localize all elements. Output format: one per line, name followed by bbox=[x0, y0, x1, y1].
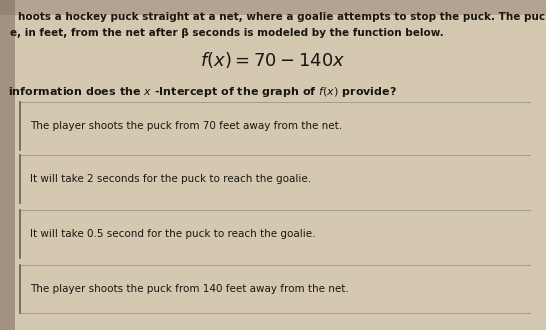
Text: The player shoots the puck from 140 feet away from the net.: The player shoots the puck from 140 feet… bbox=[30, 284, 349, 294]
FancyBboxPatch shape bbox=[0, 0, 15, 330]
Text: $f(x) = 70 - 140x$: $f(x) = 70 - 140x$ bbox=[200, 50, 346, 70]
Text: The player shoots the puck from 70 feet away from the net.: The player shoots the puck from 70 feet … bbox=[30, 121, 342, 131]
Text: hoots a hockey puck straight at a net, where a goalie attempts to stop the puck.: hoots a hockey puck straight at a net, w… bbox=[18, 12, 546, 22]
FancyBboxPatch shape bbox=[0, 0, 546, 15]
Text: information does the $\mathit{x}$ -Intercept of the graph of $f(x)$ provide?: information does the $\mathit{x}$ -Inter… bbox=[8, 85, 397, 99]
Text: e, in feet, from the net after β seconds is modeled by the function below.: e, in feet, from the net after β seconds… bbox=[10, 28, 444, 38]
Text: It will take 0.5 second for the puck to reach the goalie.: It will take 0.5 second for the puck to … bbox=[30, 229, 316, 239]
Text: It will take 2 seconds for the puck to reach the goalie.: It will take 2 seconds for the puck to r… bbox=[30, 174, 311, 184]
